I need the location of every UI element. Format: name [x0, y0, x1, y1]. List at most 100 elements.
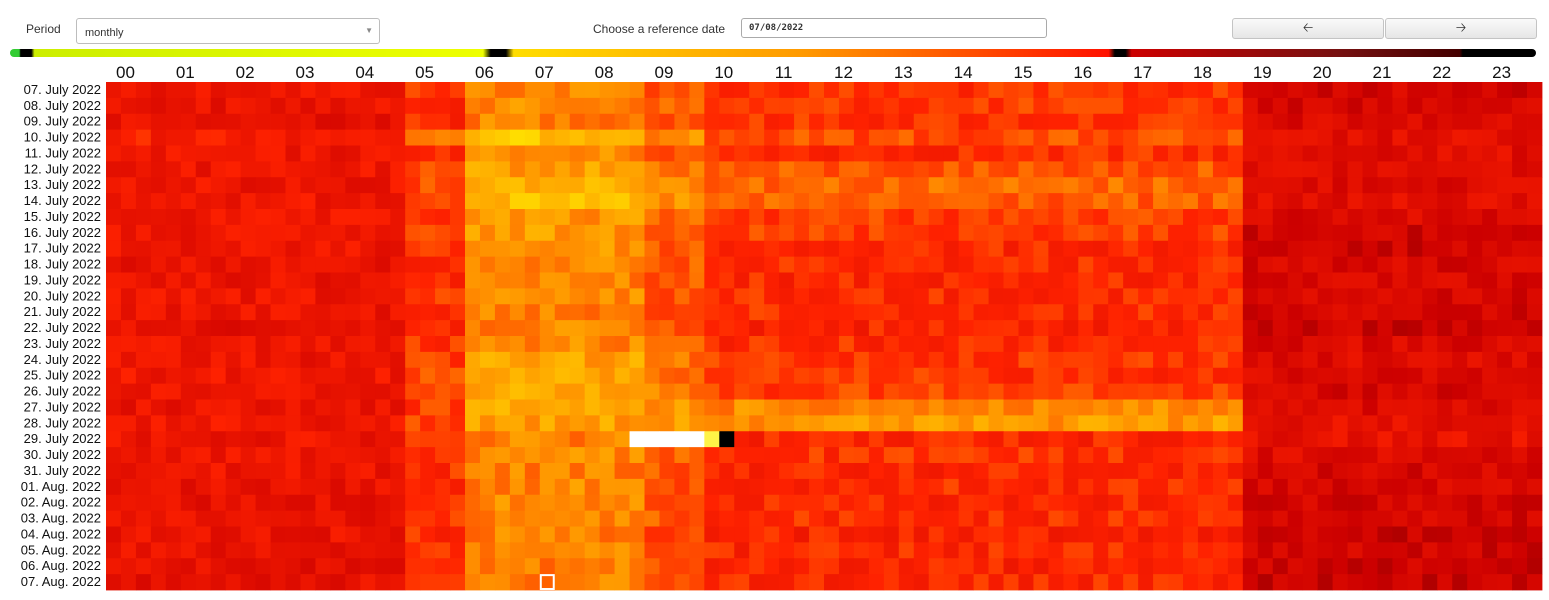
- heatmap-cell[interactable]: [674, 367, 690, 385]
- heatmap-cell[interactable]: [1527, 399, 1543, 416]
- heatmap-cell[interactable]: [345, 494, 361, 512]
- heatmap-cell[interactable]: [450, 574, 466, 591]
- heatmap-cell[interactable]: [943, 193, 960, 210]
- heatmap-cell[interactable]: [165, 367, 182, 385]
- heatmap-cell[interactable]: [584, 272, 601, 289]
- heatmap-cell[interactable]: [689, 351, 705, 369]
- heatmap-cell[interactable]: [868, 288, 885, 305]
- heatmap-cell[interactable]: [1078, 288, 1094, 305]
- heatmap-cell[interactable]: [1108, 542, 1124, 559]
- heatmap-cell[interactable]: [1018, 288, 1034, 305]
- heatmap-cell[interactable]: [1437, 240, 1453, 258]
- heatmap-cell[interactable]: [1197, 431, 1214, 448]
- heatmap-cell[interactable]: [1183, 97, 1199, 115]
- heatmap-cell[interactable]: [584, 367, 601, 385]
- heatmap-cell[interactable]: [1317, 161, 1333, 178]
- heatmap-cell[interactable]: [1422, 431, 1438, 448]
- heatmap-cell[interactable]: [1018, 526, 1034, 543]
- heatmap-cell[interactable]: [150, 431, 167, 448]
- heatmap-cell[interactable]: [913, 145, 930, 162]
- heatmap-cell[interactable]: [300, 145, 316, 162]
- heatmap-cell[interactable]: [345, 82, 361, 99]
- heatmap-cell[interactable]: [360, 129, 376, 146]
- heatmap-cell[interactable]: [1467, 431, 1483, 448]
- heatmap-cell[interactable]: [1018, 113, 1034, 131]
- heatmap-cell[interactable]: [838, 129, 855, 146]
- heatmap-cell[interactable]: [554, 351, 571, 369]
- heatmap-cell[interactable]: [360, 399, 376, 416]
- heatmap-cell[interactable]: [285, 399, 301, 416]
- heatmap-cell[interactable]: [509, 415, 526, 432]
- heatmap-cell[interactable]: [853, 193, 870, 210]
- heatmap-cell[interactable]: [1108, 82, 1124, 99]
- heatmap-cell[interactable]: [719, 288, 735, 305]
- heatmap-cell[interactable]: [1108, 193, 1124, 210]
- heatmap-cell[interactable]: [330, 478, 346, 496]
- heatmap-cell[interactable]: [479, 288, 496, 305]
- heatmap-cell[interactable]: [764, 288, 780, 305]
- heatmap-cell[interactable]: [539, 399, 556, 416]
- heatmap-cell[interactable]: [1033, 129, 1049, 146]
- heatmap-cell[interactable]: [1003, 209, 1019, 226]
- heatmap-cell[interactable]: [479, 463, 496, 480]
- heatmap-cell[interactable]: [749, 463, 765, 480]
- heatmap-cell[interactable]: [1048, 209, 1064, 226]
- heatmap-cell[interactable]: [1003, 463, 1019, 480]
- heatmap-cell[interactable]: [150, 463, 167, 480]
- heatmap-cell[interactable]: [584, 542, 601, 559]
- heatmap-cell[interactable]: [240, 129, 256, 146]
- heatmap-cell[interactable]: [1527, 177, 1543, 194]
- heatmap-cell[interactable]: [779, 367, 795, 385]
- heatmap-cell[interactable]: [898, 224, 915, 242]
- heatmap-cell[interactable]: [719, 145, 735, 162]
- heatmap-cell[interactable]: [1467, 256, 1483, 273]
- heatmap-cell[interactable]: [734, 526, 750, 543]
- heatmap-cell[interactable]: [1377, 145, 1393, 162]
- heatmap-cell[interactable]: [1227, 272, 1244, 289]
- heatmap-cell[interactable]: [330, 542, 346, 559]
- heatmap-cell[interactable]: [853, 161, 870, 178]
- heatmap-cell[interactable]: [973, 177, 989, 194]
- heatmap-cell[interactable]: [1452, 113, 1468, 131]
- heatmap-cell[interactable]: [719, 478, 735, 496]
- heatmap-cell[interactable]: [868, 193, 885, 210]
- heatmap-cell[interactable]: [1332, 526, 1348, 543]
- heatmap-cell[interactable]: [420, 272, 436, 289]
- heatmap-cell[interactable]: [1108, 463, 1124, 480]
- heatmap-cell[interactable]: [1048, 526, 1064, 543]
- heatmap-cell[interactable]: [180, 256, 197, 273]
- heatmap-cell[interactable]: [1168, 463, 1184, 480]
- heatmap-cell[interactable]: [1197, 129, 1214, 146]
- heatmap-cell[interactable]: [135, 367, 152, 385]
- heatmap-cell[interactable]: [913, 304, 930, 321]
- heatmap-cell[interactable]: [913, 272, 930, 289]
- heatmap-cell[interactable]: [1183, 447, 1199, 464]
- heatmap-cell[interactable]: [629, 399, 645, 416]
- heatmap-cell[interactable]: [1018, 161, 1034, 178]
- heatmap-cell[interactable]: [360, 494, 376, 512]
- heatmap-cell[interactable]: [898, 288, 915, 305]
- heatmap-cell[interactable]: [225, 209, 242, 226]
- heatmap-cell[interactable]: [165, 558, 182, 575]
- heatmap-cell[interactable]: [494, 129, 511, 146]
- heatmap-cell[interactable]: [435, 399, 451, 416]
- heatmap-cell[interactable]: [539, 383, 556, 400]
- heatmap-cell[interactable]: [883, 97, 900, 115]
- heatmap-cell[interactable]: [1407, 478, 1423, 496]
- heatmap-cell[interactable]: [1437, 336, 1453, 353]
- heatmap-cell[interactable]: [300, 494, 316, 512]
- heatmap-cell[interactable]: [285, 415, 301, 432]
- heatmap-cell[interactable]: [644, 320, 660, 337]
- heatmap-cell[interactable]: [1108, 256, 1124, 273]
- heatmap-cell[interactable]: [973, 431, 989, 448]
- heatmap-cell[interactable]: [913, 209, 930, 226]
- heatmap-cell[interactable]: [1212, 193, 1229, 210]
- heatmap-cell[interactable]: [973, 304, 989, 321]
- heatmap-cell[interactable]: [898, 209, 915, 226]
- heatmap-cell[interactable]: [1212, 415, 1229, 432]
- heatmap-cell[interactable]: [1168, 129, 1184, 146]
- heatmap-cell[interactable]: [883, 351, 900, 369]
- heatmap-cell[interactable]: [1197, 304, 1214, 321]
- heatmap-cell[interactable]: [794, 161, 810, 178]
- heatmap-cell[interactable]: [270, 177, 286, 194]
